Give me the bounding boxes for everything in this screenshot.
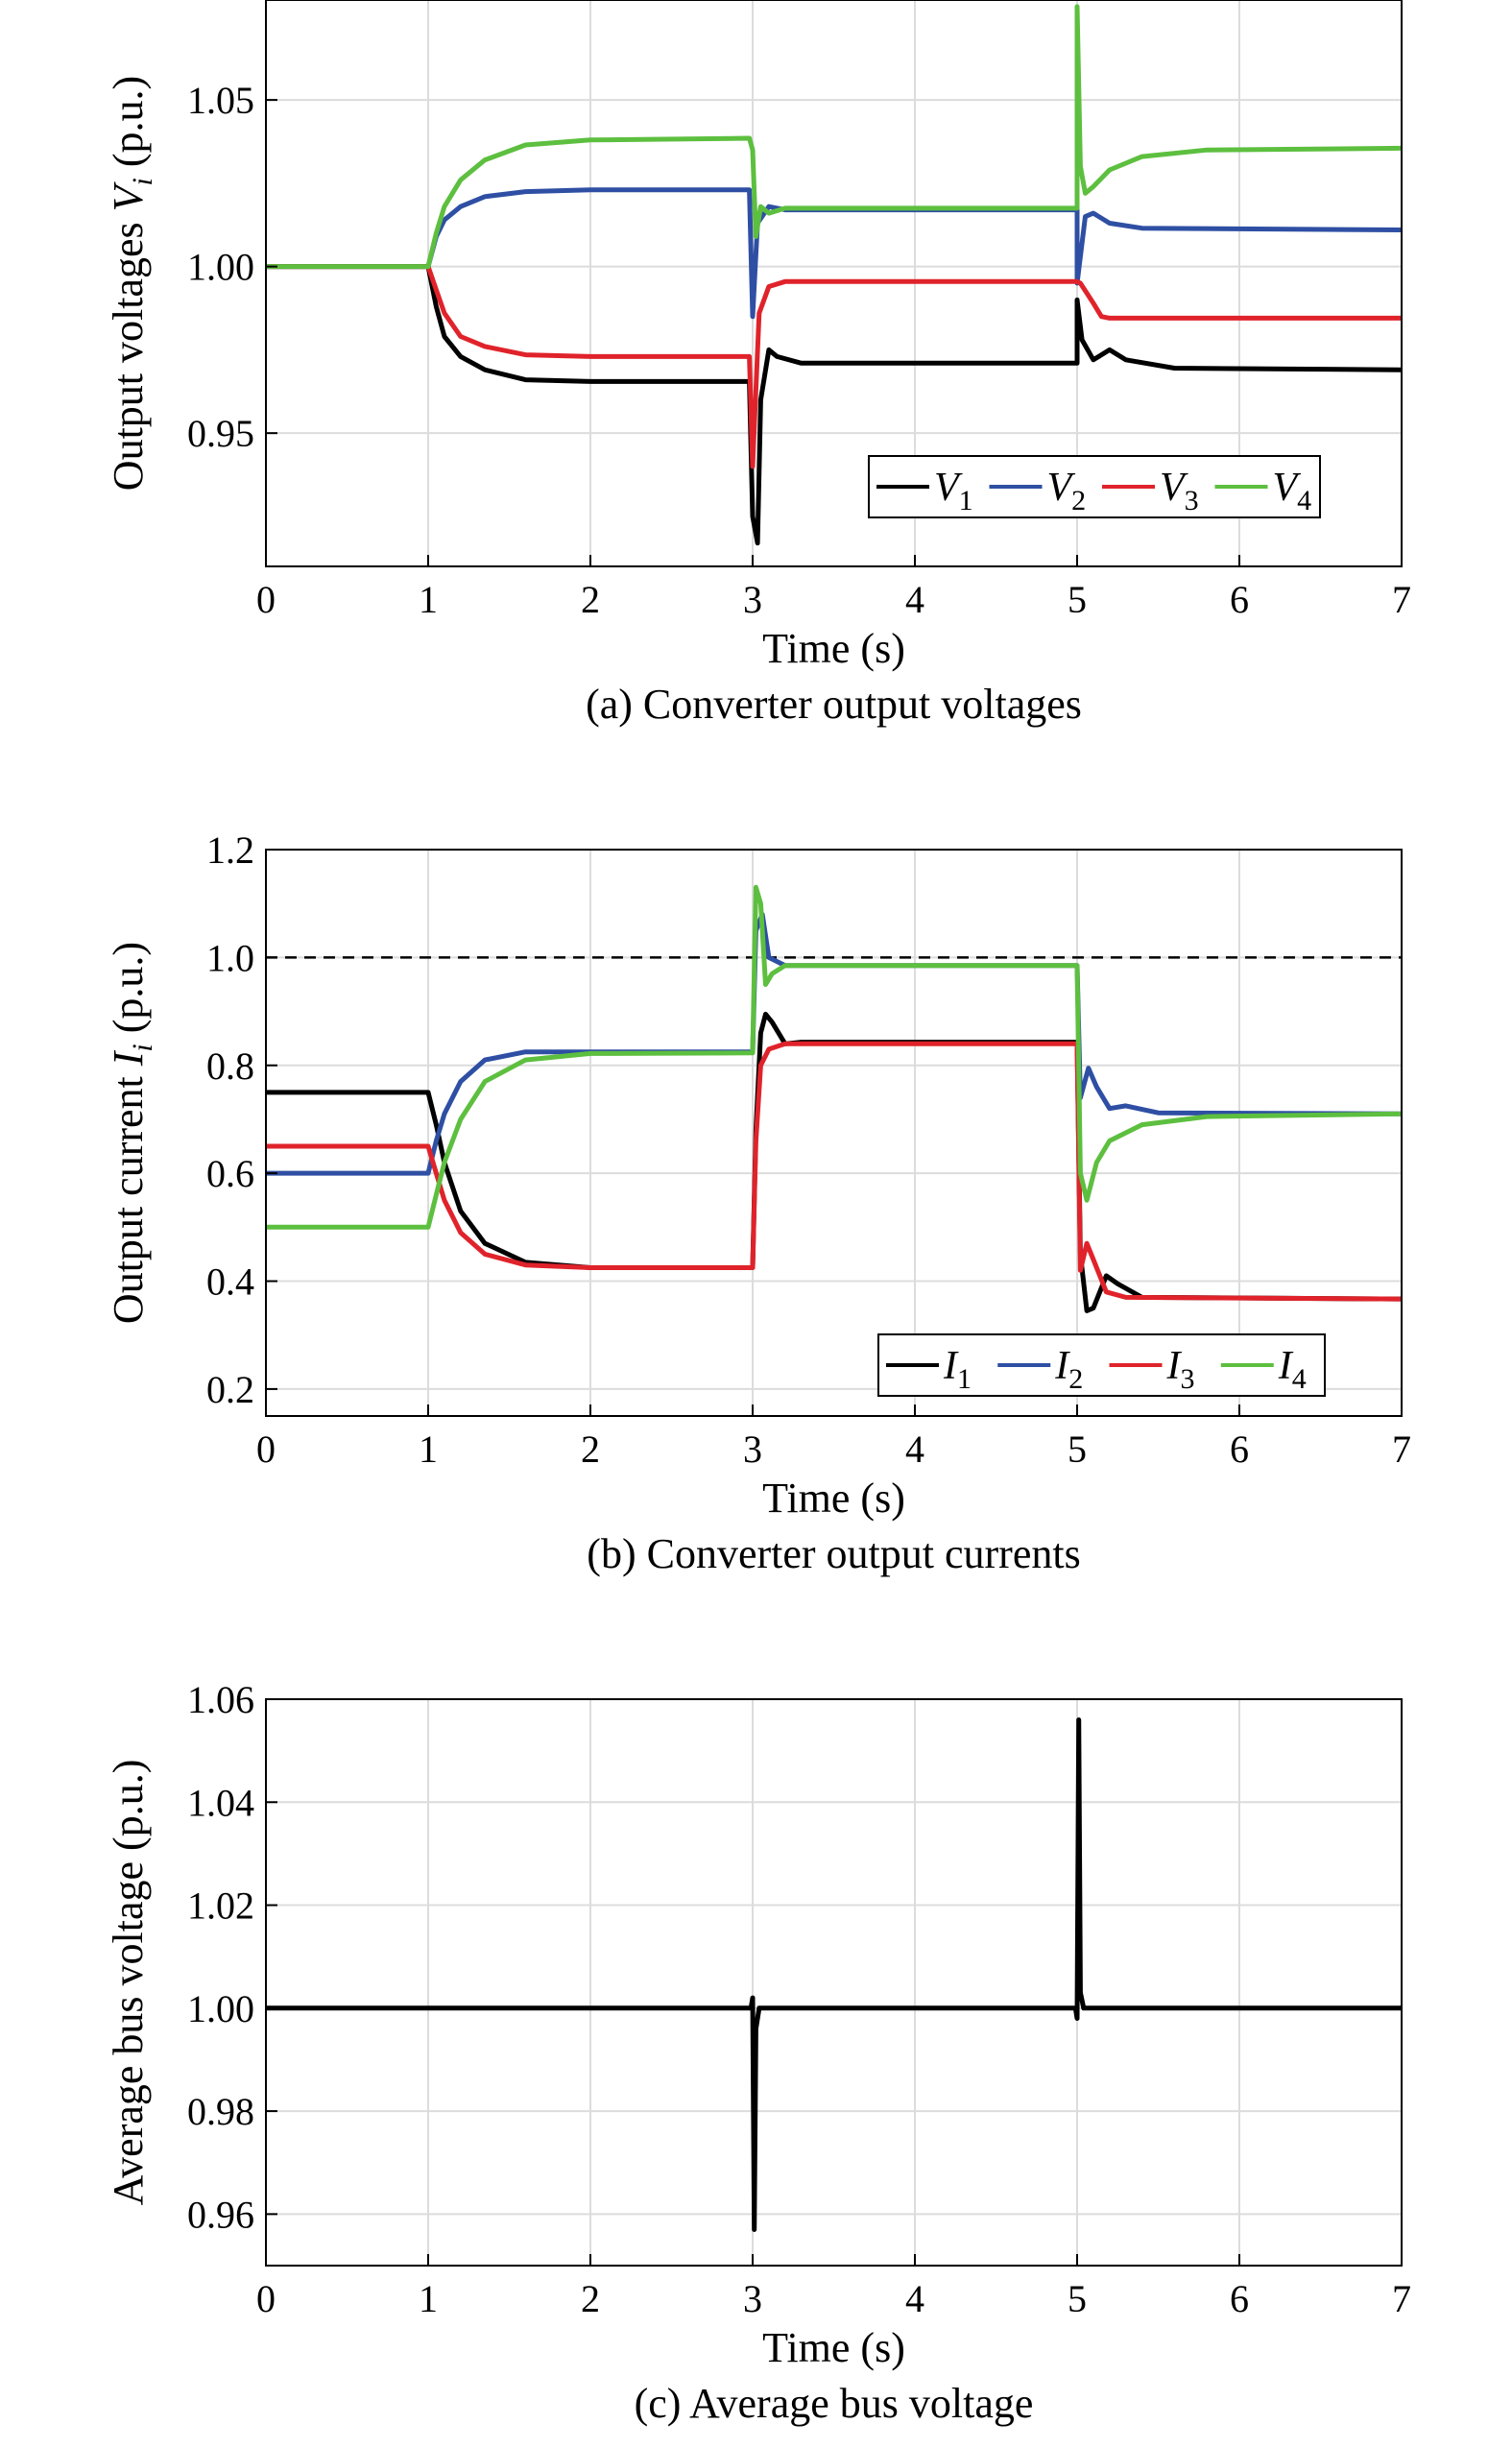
- panel-a-x-tick-label-6: 6: [1230, 578, 1249, 621]
- panel-c-x-tick-label-0: 0: [256, 2277, 276, 2320]
- panel-a-y-tick-label-2: 1.05: [187, 79, 254, 122]
- panel-c-y-tick-label-2: 1.00: [187, 1987, 254, 2030]
- panel-b-y-label: Output current Ii (p.u.): [105, 942, 158, 1324]
- panel-c-y-tick-label-5: 1.06: [187, 1678, 254, 1721]
- panel-b-series-line-1: [266, 1011, 1403, 1313]
- panel-a-y-label: Output voltages Vi (p.u.): [105, 76, 158, 491]
- panel-c-y-ticks: 0.96 0.98 1.00 1.02 1.04 1.06: [187, 1678, 277, 2236]
- panel-a-caption: (a) Converter output voltages: [586, 681, 1082, 728]
- panel-a-series-line-1: [266, 264, 1403, 546]
- panel-c-x-tick-label-4: 4: [905, 2277, 924, 2320]
- panel-c-y-tick-label-3: 1.02: [187, 1884, 254, 1928]
- panel-b-series: [266, 884, 1403, 1313]
- panel-c-caption: (c) Average bus voltage: [635, 2380, 1034, 2427]
- panel-c-x-label: Time (s): [762, 2324, 905, 2371]
- panel-c-series: [266, 1717, 1402, 2232]
- panel-c: 0 1 2 3 4 5 6 7 0.96 0.98 1.00 1.02 1.04 1.06 Time (…: [105, 1678, 1411, 2427]
- panel-b-x-tick-label-2: 2: [581, 1428, 600, 1471]
- panel-a-series-line-3: [266, 264, 1402, 469]
- panel-b-legend-label-1: I1: [943, 1344, 972, 1395]
- panel-c-y-label: Average bus voltage (p.u.): [105, 1760, 152, 2206]
- panel-a-x-tick-label-3: 3: [743, 578, 762, 621]
- panel-c-x-tick-label-3: 3: [743, 2277, 762, 2320]
- panel-c-grid: [265, 1698, 1403, 2266]
- panel-a-legend-label-4: V4: [1273, 466, 1312, 516]
- panel-a-x-label: Time (s): [762, 625, 905, 672]
- panel-b-x-tick-label-1: 1: [419, 1428, 438, 1471]
- panel-b-legend-label-4: I4: [1278, 1344, 1307, 1395]
- panel-a-series: [266, 4, 1403, 546]
- panel-a-legend: V1 V2 V3 V4: [868, 455, 1321, 518]
- panel-b-y-tick-label-3: 0.8: [206, 1044, 254, 1088]
- panel-b-y-tick-label-1: 0.4: [206, 1260, 254, 1304]
- panel-c-y-tick-label-1: 0.98: [187, 2090, 254, 2133]
- panel-a-x-tick-label-5: 5: [1068, 578, 1087, 621]
- panel-c-axes-frame: [265, 1698, 1403, 2267]
- panel-a-x-tick-label-1: 1: [419, 578, 438, 621]
- panel-b-caption: (b) Converter output currents: [587, 1530, 1080, 1577]
- panel-c-x-tick-label-1: 1: [419, 2277, 438, 2320]
- panel-a-legend-label-2: V2: [1047, 466, 1087, 516]
- panel-a-legend-label-1: V1: [934, 466, 973, 516]
- panel-b-y-tick-label-2: 0.6: [206, 1152, 254, 1195]
- panel-c-x-tick-label-7: 7: [1392, 2277, 1411, 2320]
- panel-b-x-tick-label-0: 0: [256, 1428, 276, 1471]
- panel-c-y-tick-label-4: 1.04: [187, 1781, 254, 1824]
- panel-b-x-tick-label-4: 4: [905, 1428, 924, 1471]
- panel-c-y-tick-label-0: 0.96: [187, 2193, 254, 2236]
- panel-a-y-tick-label-0: 0.95: [187, 412, 254, 455]
- panel-b-x-tick-label-5: 5: [1068, 1428, 1087, 1471]
- panel-a-x-tick-label-0: 0: [256, 578, 276, 621]
- panel-a-x-tick-label-2: 2: [581, 578, 600, 621]
- panel-b-legend-label-2: I2: [1054, 1344, 1083, 1395]
- panel-a-x-tick-label-7: 7: [1392, 578, 1411, 621]
- panel-b-x-ticks: 0 1 2 3 4 5 6 7: [256, 1404, 1411, 1471]
- panel-c-series-line-1: [266, 1717, 1402, 2232]
- panel-b-legend: I1 I2 I3 I4: [877, 1333, 1326, 1397]
- panel-a-y-tick-label-1: 1.00: [187, 246, 254, 289]
- panel-b-x-tick-label-3: 3: [743, 1428, 762, 1471]
- panel-a-x-tick-label-4: 4: [905, 578, 924, 621]
- panel-a: 0 1 2 3 4 5 6 7 0.95 1.00 1.05 Time (s) Output vo…: [105, 0, 1411, 728]
- panel-b-x-tick-label-7: 7: [1392, 1428, 1411, 1471]
- panel-a-legend-label-3: V3: [1160, 466, 1199, 516]
- panel-b: 0 1 2 3 4 5 6 7 0.2 0.4 0.6 0.8 1.0 1.2 Time (s) Out…: [105, 828, 1411, 1577]
- panel-b-axes-frame: [265, 849, 1403, 1417]
- panel-b-y-ticks: 0.2 0.4 0.6 0.8 1.0 1.2: [206, 828, 277, 1411]
- panel-b-x-tick-label-6: 6: [1230, 1428, 1249, 1471]
- panel-b-series-line-3: [266, 1041, 1403, 1302]
- panel-c-x-tick-label-2: 2: [581, 2277, 600, 2320]
- panel-a-x-ticks: 0 1 2 3 4 5 6 7: [256, 555, 1411, 621]
- panel-b-x-label: Time (s): [762, 1475, 905, 1522]
- panel-a-axes-frame: [265, 0, 1403, 567]
- panel-c-x-ticks: 0 1 2 3 4 5 6 7: [256, 2254, 1411, 2320]
- panel-c-x-tick-label-6: 6: [1230, 2277, 1249, 2320]
- panel-b-legend-label-3: I3: [1166, 1344, 1195, 1395]
- panel-b-y-tick-label-0: 0.2: [206, 1368, 254, 1411]
- panel-a-y-ticks: 0.95 1.00 1.05: [187, 79, 277, 455]
- panel-b-y-tick-label-4: 1.0: [206, 936, 254, 979]
- panel-b-y-tick-label-5: 1.2: [206, 828, 254, 872]
- panel-b-series-line-4: [266, 884, 1403, 1230]
- panel-c-x-tick-label-5: 5: [1068, 2277, 1087, 2320]
- panel-a-series-line-4: [266, 4, 1403, 270]
